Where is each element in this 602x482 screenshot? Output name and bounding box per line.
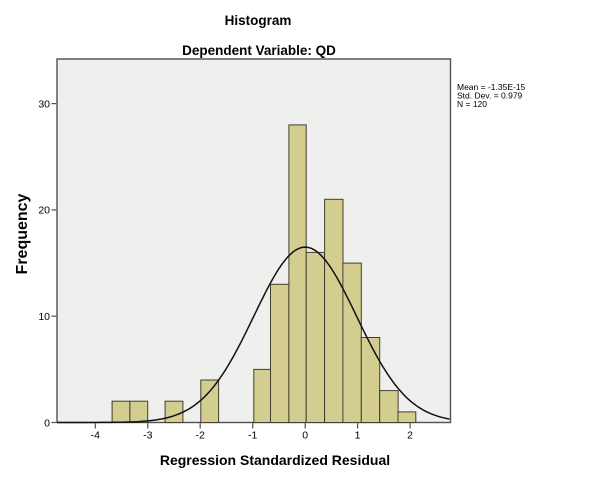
x-axis-title: Regression Standardized Residual: [160, 452, 390, 468]
histogram-bar: [397, 411, 417, 423]
plot-area: [56, 58, 452, 424]
stats-annotation: Mean = -1.35E-15 Std. Dev. = 0.979 N = 1…: [457, 82, 526, 109]
histogram-bar: [360, 337, 381, 423]
x-tick-label: -3: [143, 430, 152, 442]
chart-title: Histogram: [225, 13, 292, 28]
stat-n: N = 120: [457, 99, 487, 109]
histogram-bar: [129, 400, 149, 424]
histogram-bars-group: [111, 124, 417, 424]
x-tick-label: 1: [355, 430, 361, 442]
histogram-bar: [253, 368, 272, 423]
x-tick-label: -2: [196, 430, 205, 442]
chart-subtitle: Dependent Variable: QD: [182, 43, 336, 58]
histogram-bar: [111, 400, 131, 424]
histogram-bar: [200, 379, 220, 423]
histogram-bar: [324, 198, 344, 423]
histogram-bar: [270, 283, 290, 423]
y-tick-label: 20: [38, 205, 50, 217]
histogram-bar: [288, 124, 307, 424]
histogram-bar: [379, 390, 399, 424]
histogram-bar: [342, 262, 362, 423]
y-tick-label: 0: [44, 417, 50, 429]
normal-curve: [57, 246, 450, 424]
x-tick-label: -4: [91, 430, 100, 442]
y-axis-title: Frequency: [14, 193, 31, 274]
stat-stddev: Std. Dev. = 0.979: [457, 91, 523, 101]
histogram-bar: [305, 251, 326, 423]
x-tick-label: 0: [302, 430, 308, 442]
x-tick-label: 2: [407, 430, 413, 442]
stat-mean: Mean = -1.35E-15: [457, 82, 526, 92]
histogram-bar: [164, 400, 184, 424]
y-tick-label: 10: [38, 311, 50, 323]
y-tick-label: 30: [38, 98, 50, 110]
x-tick-label: -1: [248, 430, 257, 442]
